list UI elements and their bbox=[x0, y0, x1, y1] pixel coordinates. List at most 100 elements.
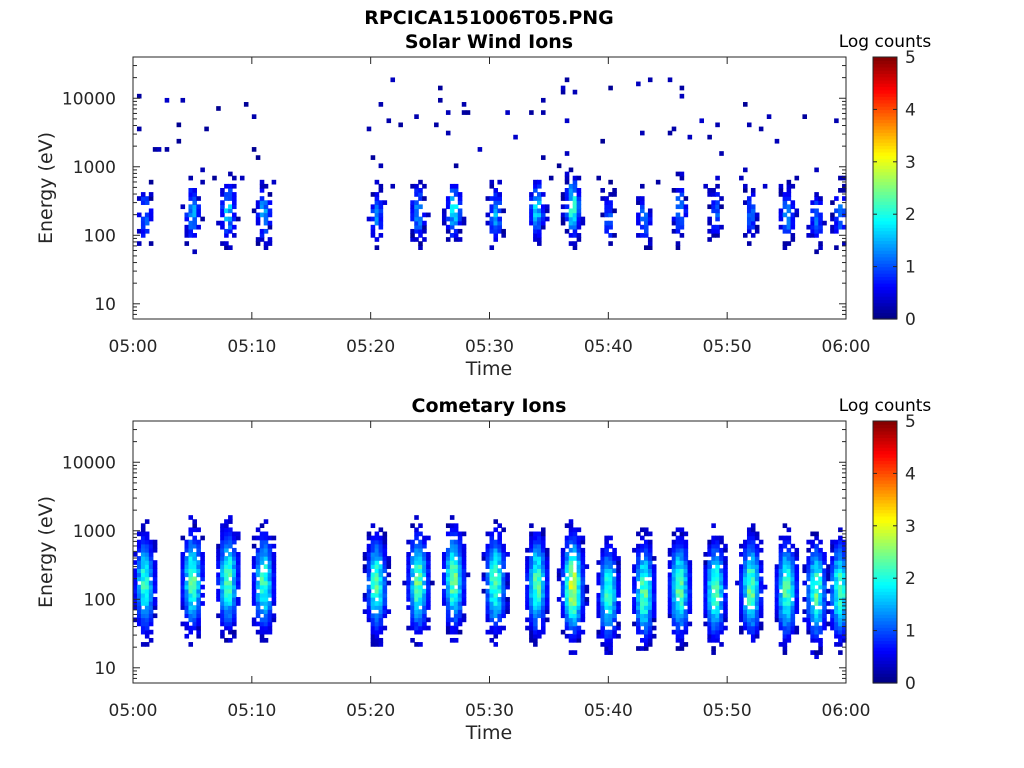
heatmap-cell bbox=[497, 576, 502, 582]
heatmap-cell bbox=[445, 216, 451, 222]
heatmap-cell bbox=[640, 196, 645, 201]
heatmap-cell bbox=[786, 556, 792, 561]
heatmap-cell bbox=[232, 580, 237, 586]
heatmap-cell bbox=[746, 224, 752, 230]
heatmap-cell bbox=[461, 592, 467, 598]
heatmap-cell bbox=[540, 572, 546, 578]
heatmap-cell bbox=[366, 613, 372, 619]
heatmap-cell bbox=[640, 183, 645, 189]
colorbar-segment bbox=[873, 227, 897, 232]
heatmap-cell bbox=[608, 650, 613, 655]
heatmap-cell bbox=[560, 592, 566, 598]
heatmap-cell bbox=[564, 592, 570, 598]
heatmap-cell bbox=[224, 580, 229, 586]
heatmap-cell bbox=[643, 601, 649, 606]
heatmap-cell bbox=[255, 629, 261, 635]
heatmap-cell bbox=[497, 200, 502, 205]
heatmap-cell bbox=[576, 547, 582, 553]
heatmap-cell bbox=[683, 580, 689, 586]
heatmap-cell bbox=[267, 601, 273, 606]
heatmap-cell bbox=[493, 188, 499, 193]
x-tick-label: 05:50 bbox=[703, 337, 752, 357]
heatmap-cell bbox=[814, 208, 819, 214]
heatmap-cell bbox=[834, 216, 839, 222]
colorbar-segment bbox=[873, 489, 897, 494]
heatmap-cell bbox=[643, 592, 649, 598]
heatmap-cell bbox=[180, 556, 186, 561]
heatmap-cell bbox=[453, 572, 459, 578]
colorbar-segment bbox=[873, 532, 897, 537]
heatmap-cell bbox=[148, 621, 154, 627]
heatmap-cell bbox=[572, 556, 578, 561]
heatmap-cell bbox=[224, 621, 229, 627]
heatmap-cell bbox=[453, 568, 459, 574]
heatmap-cell bbox=[640, 629, 645, 635]
heatmap-cell bbox=[148, 560, 154, 565]
heatmap-cell bbox=[259, 588, 265, 594]
heatmap-cell bbox=[568, 167, 574, 173]
heatmap-cell bbox=[188, 233, 194, 238]
heatmap-cell bbox=[667, 613, 673, 619]
heatmap-cell bbox=[136, 196, 142, 201]
heatmap-cell bbox=[758, 601, 764, 606]
colorbar-segment bbox=[873, 135, 897, 140]
heatmap-cell bbox=[818, 617, 823, 623]
heatmap-cell bbox=[806, 625, 811, 631]
heatmap-cell bbox=[378, 580, 384, 586]
heatmap-cell bbox=[604, 196, 609, 201]
heatmap-cell bbox=[505, 601, 510, 606]
heatmap-cell bbox=[370, 633, 376, 639]
heatmap-cell bbox=[418, 564, 423, 569]
colorbar-segment bbox=[873, 201, 897, 205]
heatmap-cell bbox=[838, 224, 843, 230]
heatmap-cell bbox=[525, 605, 530, 610]
heatmap-cell bbox=[596, 633, 602, 639]
heatmap-cell bbox=[144, 543, 150, 549]
heatmap-cell bbox=[719, 642, 724, 647]
heatmap-cell bbox=[497, 535, 502, 541]
heatmap-cell bbox=[822, 556, 827, 561]
heatmap-cell bbox=[263, 556, 269, 561]
heatmap-cell bbox=[838, 556, 843, 561]
heatmap-cell bbox=[778, 617, 784, 623]
heatmap-cell bbox=[271, 535, 277, 541]
heatmap-cell bbox=[818, 560, 823, 565]
heatmap-cell bbox=[810, 200, 815, 205]
heatmap-cell bbox=[184, 216, 190, 222]
heatmap-cell bbox=[604, 204, 609, 210]
heatmap-cell bbox=[564, 580, 570, 586]
heatmap-cell bbox=[719, 547, 724, 553]
heatmap-cell bbox=[786, 527, 792, 533]
heatmap-cell bbox=[608, 572, 613, 578]
heatmap-cell bbox=[580, 584, 586, 590]
heatmap-cell bbox=[386, 580, 392, 586]
heatmap-cell bbox=[643, 531, 649, 537]
heatmap-cell bbox=[410, 208, 415, 214]
heatmap-cell bbox=[224, 588, 229, 594]
heatmap-cell bbox=[152, 543, 158, 549]
heatmap-cell bbox=[834, 642, 839, 647]
heatmap-cell bbox=[754, 552, 760, 557]
heatmap-cell bbox=[184, 584, 190, 590]
heatmap-cell bbox=[457, 200, 463, 205]
heatmap-cell bbox=[683, 543, 689, 549]
heatmap-cell bbox=[251, 572, 257, 578]
heatmap-cell bbox=[267, 556, 273, 561]
heatmap-cell bbox=[148, 592, 154, 598]
heatmap-cell bbox=[790, 564, 796, 569]
heatmap-cell bbox=[838, 204, 843, 210]
heatmap-cell bbox=[136, 212, 142, 218]
heatmap-cell bbox=[782, 646, 788, 651]
colorbar-segment bbox=[873, 171, 897, 176]
heatmap-cell bbox=[220, 192, 225, 197]
heatmap-cell bbox=[675, 580, 681, 586]
heatmap-cell bbox=[232, 200, 237, 205]
heatmap-cell bbox=[830, 576, 835, 582]
heatmap-cell bbox=[422, 617, 427, 623]
heatmap-cell bbox=[192, 597, 197, 602]
heatmap-cell bbox=[608, 580, 613, 586]
heatmap-cell bbox=[414, 216, 419, 222]
heatmap-cell bbox=[505, 609, 510, 614]
heatmap-cell bbox=[232, 601, 237, 606]
heatmap-cell bbox=[564, 568, 570, 574]
